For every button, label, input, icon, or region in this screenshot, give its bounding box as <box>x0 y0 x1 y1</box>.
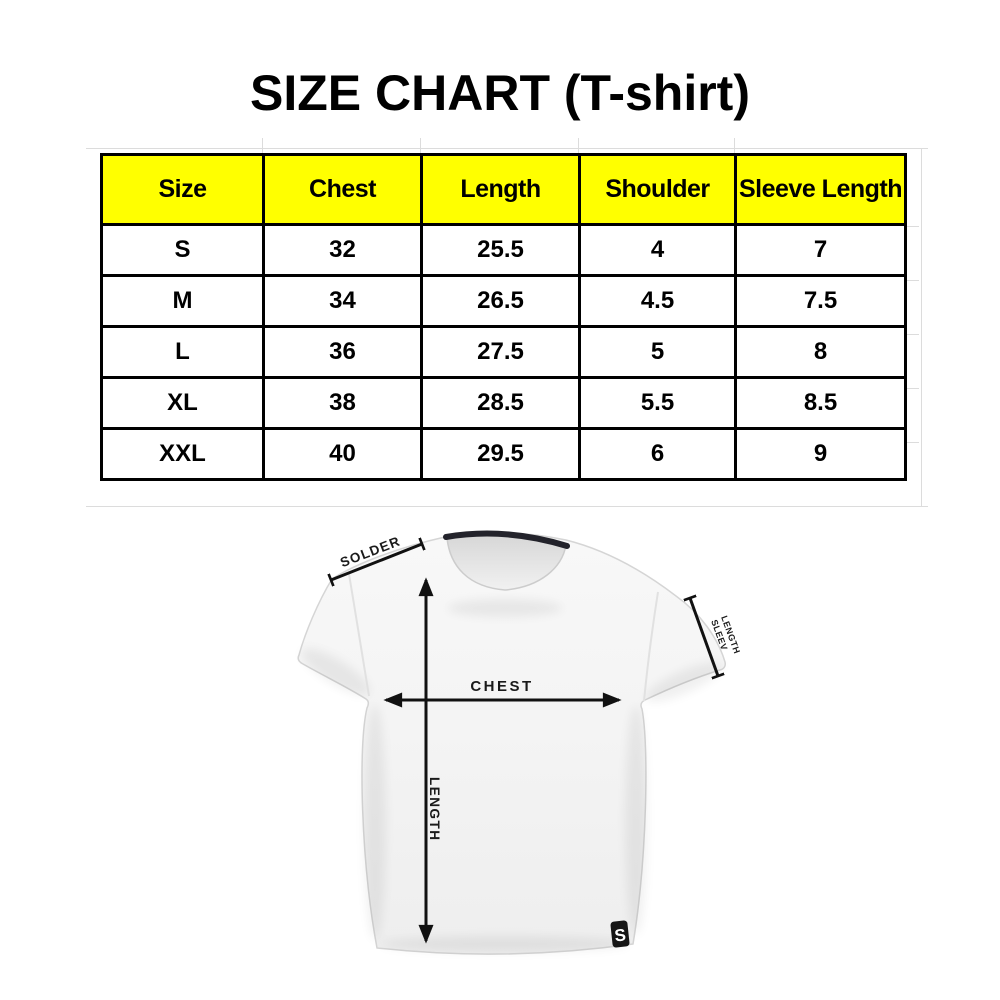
cell-shoulder: 5.5 <box>578 376 737 430</box>
column-header-sleeve-length: Sleeve Length <box>734 153 907 226</box>
faint-gridline <box>905 280 919 281</box>
tshirt-body <box>297 531 726 955</box>
faint-gridline <box>578 138 579 153</box>
cell-sleeve-length: 8.5 <box>734 376 907 430</box>
table-row-xxl: XXL 40 29.5 6 9 <box>100 427 907 481</box>
cell-shoulder: 6 <box>578 427 737 481</box>
faint-gridline <box>86 506 928 507</box>
cell-shoulder: 5 <box>578 325 737 379</box>
cell-sleeve-length: 8 <box>734 325 907 379</box>
cell-size: S <box>100 223 265 277</box>
faint-gridline <box>905 334 919 335</box>
cell-chest: 36 <box>262 325 423 379</box>
table-row-m: M 34 26.5 4.5 7.5 <box>100 274 907 328</box>
size-table: Size Chest Length Shoulder Sleeve Length… <box>100 153 907 481</box>
cell-length: 29.5 <box>420 427 581 481</box>
table-row-l: L 36 27.5 5 8 <box>100 325 907 379</box>
length-label: LENGTH <box>427 777 442 842</box>
cell-sleeve-length: 7 <box>734 223 907 277</box>
faint-gridline <box>905 226 919 227</box>
cell-chest: 40 <box>262 427 423 481</box>
faint-gridline <box>420 138 421 153</box>
table-row-xl: XL 38 28.5 5.5 8.5 <box>100 376 907 430</box>
column-header-size: Size <box>100 153 265 226</box>
faint-gridline <box>905 442 919 443</box>
cell-size: XL <box>100 376 265 430</box>
brand-tag: S <box>610 920 630 948</box>
table-header-row: Size Chest Length Shoulder Sleeve Length <box>100 153 907 226</box>
faint-gridline <box>905 388 919 389</box>
faint-gridline <box>921 148 922 506</box>
collar <box>443 530 570 549</box>
left-sleeve-seam <box>348 573 370 697</box>
cell-length: 27.5 <box>420 325 581 379</box>
cell-size: L <box>100 325 265 379</box>
faint-gridline <box>734 138 735 153</box>
cell-chest: 38 <box>262 376 423 430</box>
chest-label: CHEST <box>470 678 533 695</box>
tshirt-diagram-svg: LENGTH CHEST SOLDER SLEEV LENGTH S <box>297 530 742 955</box>
cell-size: XXL <box>100 427 265 481</box>
cell-size: M <box>100 274 265 328</box>
cell-sleeve-length: 7.5 <box>734 274 907 328</box>
sleeve-dim-line <box>683 594 725 680</box>
faint-gridline <box>262 138 263 153</box>
shoulder-dim-line <box>327 537 426 587</box>
cell-chest: 34 <box>262 274 423 328</box>
column-header-chest: Chest <box>262 153 423 226</box>
cell-shoulder: 4.5 <box>578 274 737 328</box>
brand-letter: S <box>614 925 627 945</box>
cell-length: 26.5 <box>420 274 581 328</box>
column-header-shoulder: Shoulder <box>578 153 737 226</box>
tshirt-measurement-diagram: LENGTH CHEST SOLDER SLEEV LENGTH S <box>270 512 742 990</box>
cell-length: 25.5 <box>420 223 581 277</box>
cell-chest: 32 <box>262 223 423 277</box>
right-sleeve-seam <box>643 591 659 702</box>
cell-shoulder: 4 <box>578 223 737 277</box>
column-header-length: Length <box>420 153 581 226</box>
cell-length: 28.5 <box>420 376 581 430</box>
cell-sleeve-length: 9 <box>734 427 907 481</box>
table-row-s: S 32 25.5 4 7 <box>100 223 907 277</box>
faint-gridline <box>86 148 928 149</box>
tshirt-shading <box>301 599 723 952</box>
page-title: SIZE CHART (T-shirt) <box>250 65 750 121</box>
